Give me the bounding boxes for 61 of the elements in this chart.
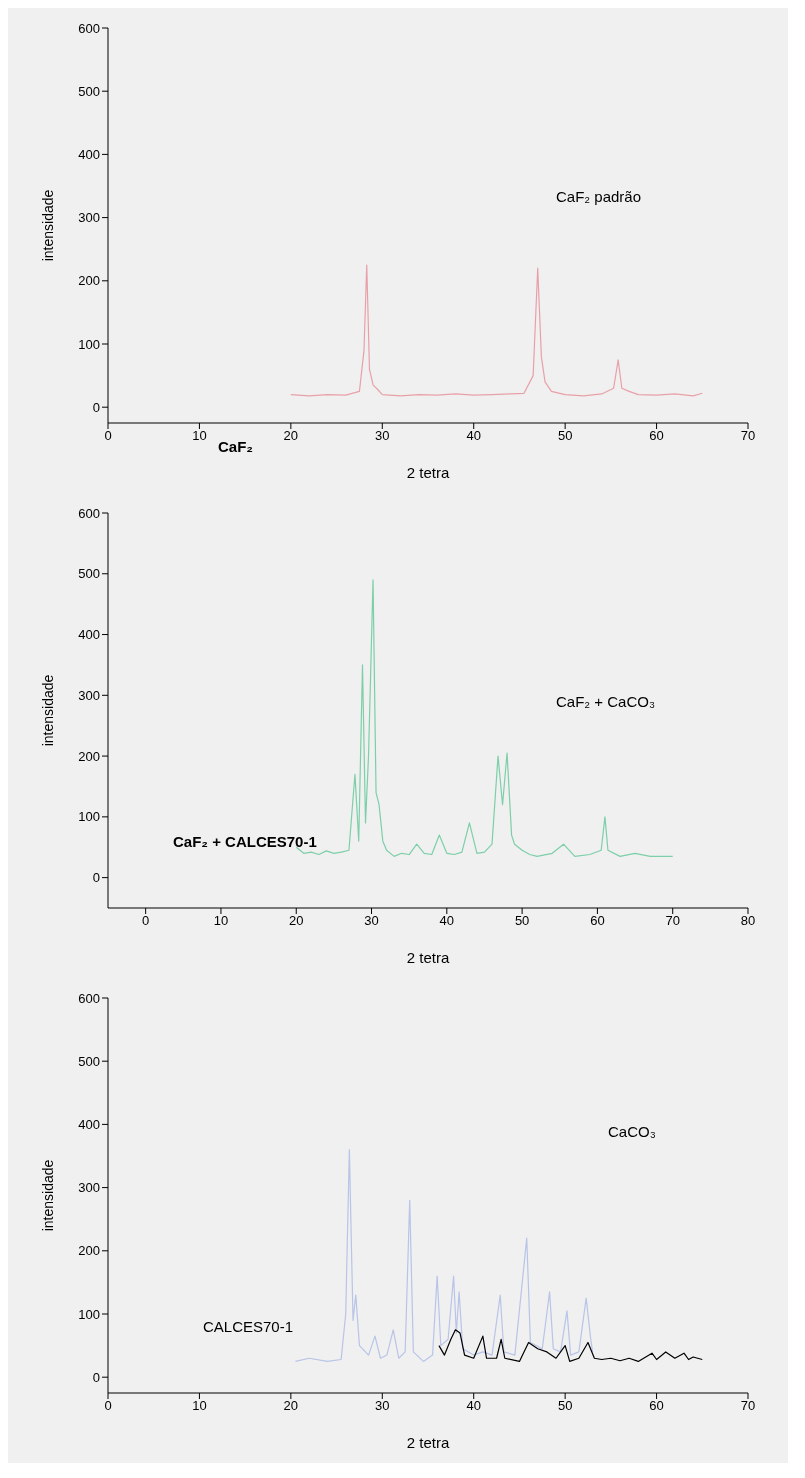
- x-tick-label: 70: [665, 913, 680, 929]
- y-tick-label: 300: [78, 1180, 100, 1196]
- line-series: [294, 1149, 594, 1362]
- x-tick-label: 80: [740, 913, 756, 929]
- x-tick-label: 50: [557, 1398, 573, 1414]
- x-tick-label: 0: [104, 428, 112, 444]
- y-tick-label: 100: [78, 1306, 100, 1322]
- x-tick-label: 70: [740, 1398, 756, 1414]
- x-tick-label: 0: [104, 1398, 112, 1414]
- y-axis-title: intensidade: [39, 1159, 56, 1232]
- x-tick-label: 20: [289, 913, 304, 929]
- x-tick-label: 50: [557, 428, 573, 444]
- x-tick-label: 20: [283, 1398, 299, 1414]
- x-tick-label: 40: [466, 1398, 481, 1414]
- annotation: CALCES70-1: [203, 1318, 294, 1335]
- annotation: CaCO₃: [608, 1123, 656, 1140]
- x-tick-label: 30: [375, 428, 390, 444]
- y-axis-title: intensidade: [39, 674, 56, 747]
- text: CaF₂: [218, 438, 254, 455]
- y-tick-label: 600: [78, 20, 100, 36]
- x-tick-label: 50: [514, 913, 530, 929]
- x-tick-label: 10: [192, 428, 207, 444]
- x-tick-label: 10: [213, 913, 229, 929]
- y-tick-label: 200: [78, 748, 100, 764]
- x-tick-label: 70: [740, 428, 756, 444]
- x-tick-label: 30: [375, 1398, 390, 1414]
- y-tick-label: 500: [78, 1053, 100, 1069]
- y-tick-label: 500: [78, 83, 100, 99]
- x-tick-label: 40: [466, 428, 481, 444]
- y-tick-label: 500: [78, 566, 100, 582]
- x-axis-title: 2 tetra: [406, 464, 450, 481]
- y-tick-label: 400: [78, 627, 100, 643]
- x-axis-title: 2 tetra: [406, 1434, 450, 1451]
- annotation: CaF₂ + CaCO₃: [556, 693, 656, 710]
- y-tick-label: 0: [92, 399, 100, 415]
- y-tick-label: 600: [78, 990, 100, 1006]
- y-tick-label: 100: [78, 809, 100, 825]
- y-tick-label: 0: [92, 870, 100, 886]
- x-tick-label: 0: [142, 913, 150, 929]
- y-axis-title: intensidade: [39, 189, 56, 262]
- y-tick-label: 100: [78, 336, 100, 352]
- y-tick-label: 400: [78, 1117, 100, 1133]
- x-tick-label: 10: [192, 1398, 207, 1414]
- annotation: CaF₂ padrão: [556, 188, 642, 205]
- x-tick-label: 30: [364, 913, 379, 929]
- y-tick-label: 600: [78, 505, 100, 521]
- y-tick-label: 200: [78, 1243, 100, 1259]
- line-series: [438, 1329, 703, 1362]
- y-tick-label: 0: [92, 1369, 100, 1385]
- x-tick-label: 60: [590, 913, 605, 929]
- annotation: CaF₂ + CALCES70-1: [173, 833, 317, 850]
- x-tick-label: 60: [649, 1398, 664, 1414]
- y-tick-label: 400: [78, 147, 100, 163]
- x-tick-label: 20: [283, 428, 299, 444]
- y-tick-label: 300: [78, 687, 100, 703]
- line-series: [290, 264, 703, 397]
- x-axis-title: 2 tetra: [406, 949, 450, 966]
- y-tick-label: 200: [78, 273, 100, 289]
- x-tick-label: 60: [649, 428, 664, 444]
- y-tick-label: 300: [78, 210, 100, 226]
- x-tick-label: 40: [439, 913, 455, 929]
